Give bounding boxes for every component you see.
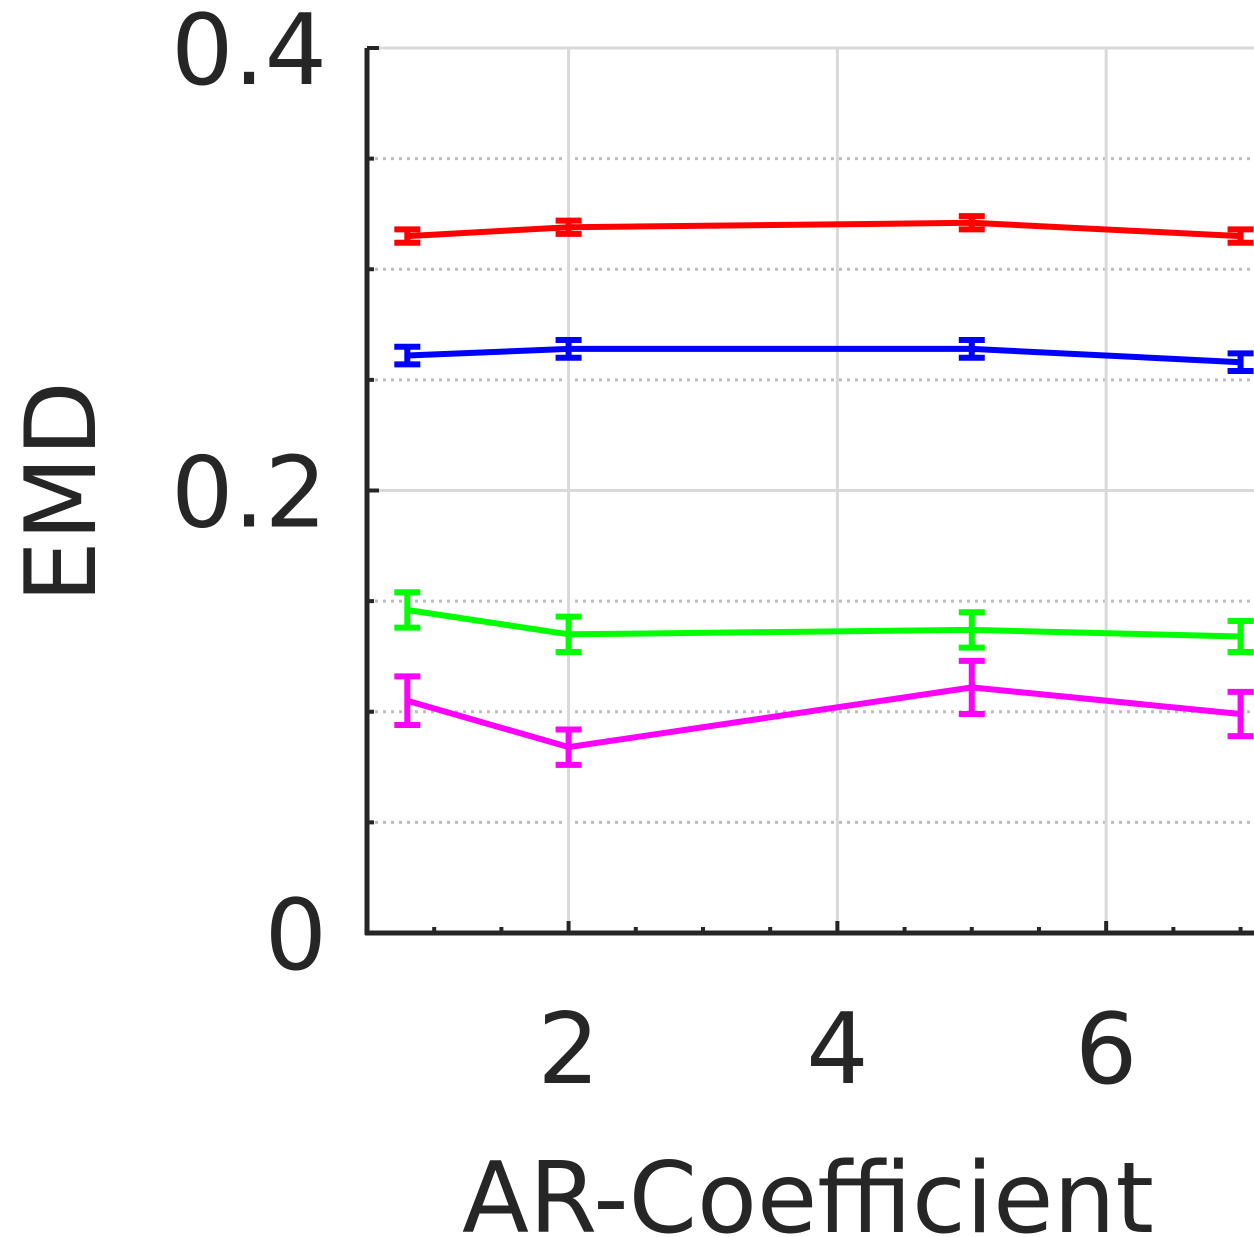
error-bar (394, 226, 421, 246)
error-bar (394, 673, 421, 729)
y-tick-label: 0.4 (171, 0, 327, 108)
error-bar (394, 589, 421, 631)
x-axis-label: AR-Coefficient (462, 1142, 1154, 1237)
series-2 (394, 337, 1254, 375)
series-line (406, 684, 1241, 751)
error-bar (958, 213, 985, 233)
error-bar (1227, 226, 1254, 246)
error-bar (555, 613, 582, 656)
error-bar (958, 657, 985, 717)
series-line (407, 345, 1241, 366)
error-bar (958, 337, 985, 361)
y-tick-label: 0 (265, 879, 327, 993)
error-bar (958, 609, 985, 651)
error-bar (555, 217, 582, 237)
error-bar (1227, 688, 1254, 740)
series-line (407, 219, 1241, 240)
error-bar (394, 343, 421, 368)
x-tick-label: 6 (1075, 993, 1137, 1107)
x-tick-label: 2 (537, 993, 599, 1107)
axes (364, 46, 1254, 936)
error-bar (555, 337, 582, 361)
series-1 (394, 213, 1254, 246)
grid-lines (367, 46, 1254, 935)
y-tick-label: 0.2 (171, 437, 327, 551)
series-line (406, 607, 1241, 640)
error-bar (1227, 350, 1254, 375)
error-bar (1227, 618, 1254, 656)
error-bar (555, 726, 582, 768)
tick-labels: 0 0.2 0.4 2 4 6 (171, 0, 1137, 1107)
series-4 (394, 657, 1254, 768)
y-axis-label: EMD (5, 381, 119, 603)
series-3 (394, 589, 1254, 656)
x-tick-label: 4 (806, 993, 868, 1107)
series-layer (394, 213, 1254, 768)
